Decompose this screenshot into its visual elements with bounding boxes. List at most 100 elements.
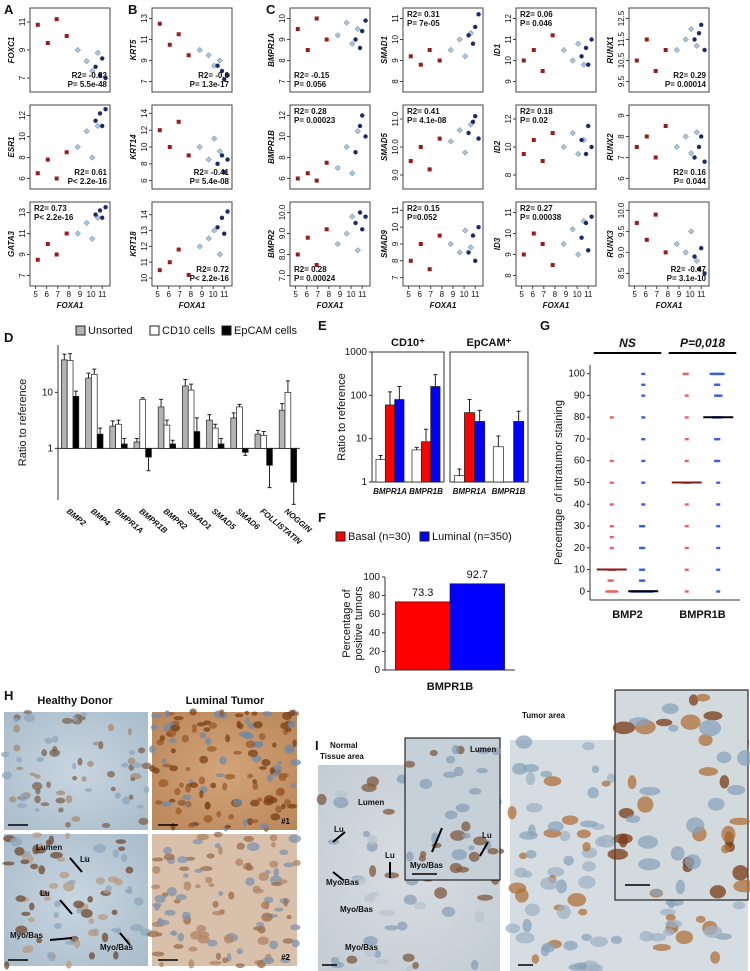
point: [447, 46, 454, 54]
y-axis-label: SMAD1: [380, 35, 389, 64]
cell: [288, 709, 296, 716]
cell: [164, 710, 170, 718]
y-tick-label: 9.0: [278, 227, 287, 239]
y-tick-label: 7: [18, 273, 27, 278]
point: [427, 48, 432, 52]
cell: [166, 886, 177, 897]
point: [466, 130, 471, 136]
error-bar: [134, 438, 139, 443]
x-tick-label: 5: [406, 290, 411, 299]
bar: [212, 427, 219, 449]
point: [216, 57, 223, 64]
point: [693, 129, 700, 136]
y-tick-label: 12: [278, 111, 287, 120]
cell: [279, 879, 288, 884]
y-tick-label: 10: [504, 229, 513, 238]
bar: [394, 399, 405, 483]
annotation: P= 0.00014: [665, 80, 707, 89]
legend-swatch: [75, 325, 86, 336]
cell: [55, 797, 66, 804]
plot-frame: [29, 7, 111, 93]
y-tick-label: 6: [18, 176, 27, 181]
bar: [375, 459, 386, 483]
point: [609, 459, 614, 463]
cell: [9, 796, 17, 803]
image-label: Lu: [80, 855, 90, 864]
y-axis-label: RUNX2: [606, 133, 615, 161]
annotation: P= 4.1e-08: [407, 116, 447, 125]
cell: [23, 851, 31, 857]
y-tick-label: 0: [374, 665, 380, 676]
cell: [53, 922, 62, 929]
x-tick-label: 10: [460, 290, 469, 299]
point: [663, 124, 668, 128]
cell: [219, 756, 227, 765]
point: [641, 459, 646, 463]
cell: [77, 757, 83, 766]
point: [349, 213, 356, 220]
point: [427, 267, 432, 272]
cell: [468, 851, 480, 862]
cell: [598, 834, 616, 848]
cell: [2, 771, 13, 780]
point: [418, 145, 423, 149]
cell: [580, 820, 598, 828]
y-tick-label: 12: [140, 241, 149, 250]
x-tick-label: BMP4: [89, 507, 112, 529]
error-bar: [146, 457, 151, 472]
x-tick-label: 8: [67, 290, 72, 299]
cell: [243, 733, 255, 740]
point: [476, 136, 481, 141]
cell: [34, 795, 41, 804]
point: [641, 383, 646, 386]
value-label: 92.7: [467, 569, 488, 581]
y-tick-label: 80: [574, 412, 586, 423]
cell: [87, 760, 94, 767]
y-tick-label: 9.5: [617, 225, 626, 237]
point: [692, 155, 697, 160]
cell: [429, 749, 438, 757]
point: [83, 219, 90, 227]
x-tick-label: 5: [33, 290, 38, 299]
cell: [36, 937, 43, 944]
annotation: P= 1.3e-17: [190, 80, 230, 89]
cell: [541, 942, 556, 953]
point: [663, 250, 668, 255]
bar: [157, 406, 165, 449]
point: [186, 272, 191, 277]
cell: [105, 885, 113, 892]
y-tick-label: 6: [278, 176, 287, 181]
cell: [236, 948, 244, 955]
point: [653, 69, 658, 73]
bar: [61, 359, 68, 449]
point: [305, 235, 310, 240]
cell: [366, 776, 379, 787]
cell: [612, 721, 636, 735]
bar: [91, 373, 98, 449]
y-tick-label: 9.0: [617, 246, 626, 258]
point: [353, 220, 358, 226]
point: [45, 242, 50, 246]
cell: [111, 928, 119, 933]
y-tick-label: 10: [391, 35, 400, 44]
point: [716, 481, 721, 484]
point: [644, 237, 649, 242]
point: [579, 54, 584, 59]
annotation: R2= 0.27: [520, 204, 553, 213]
point: [641, 437, 646, 441]
annotation: R2= -0.41: [194, 168, 230, 177]
cell: [270, 813, 281, 821]
cell: [474, 910, 485, 923]
image-label: Normal: [330, 741, 358, 750]
cell: [382, 808, 395, 815]
x-tick-label: 6: [417, 290, 422, 299]
y-axis-label: ID3: [493, 237, 502, 250]
cell: [334, 790, 348, 799]
cell: [198, 776, 206, 785]
cell: [283, 862, 295, 868]
plot-frame: [151, 201, 233, 287]
legend-swatch: [221, 325, 232, 336]
cell: [170, 930, 177, 936]
cell: [173, 944, 184, 949]
point: [418, 62, 423, 67]
